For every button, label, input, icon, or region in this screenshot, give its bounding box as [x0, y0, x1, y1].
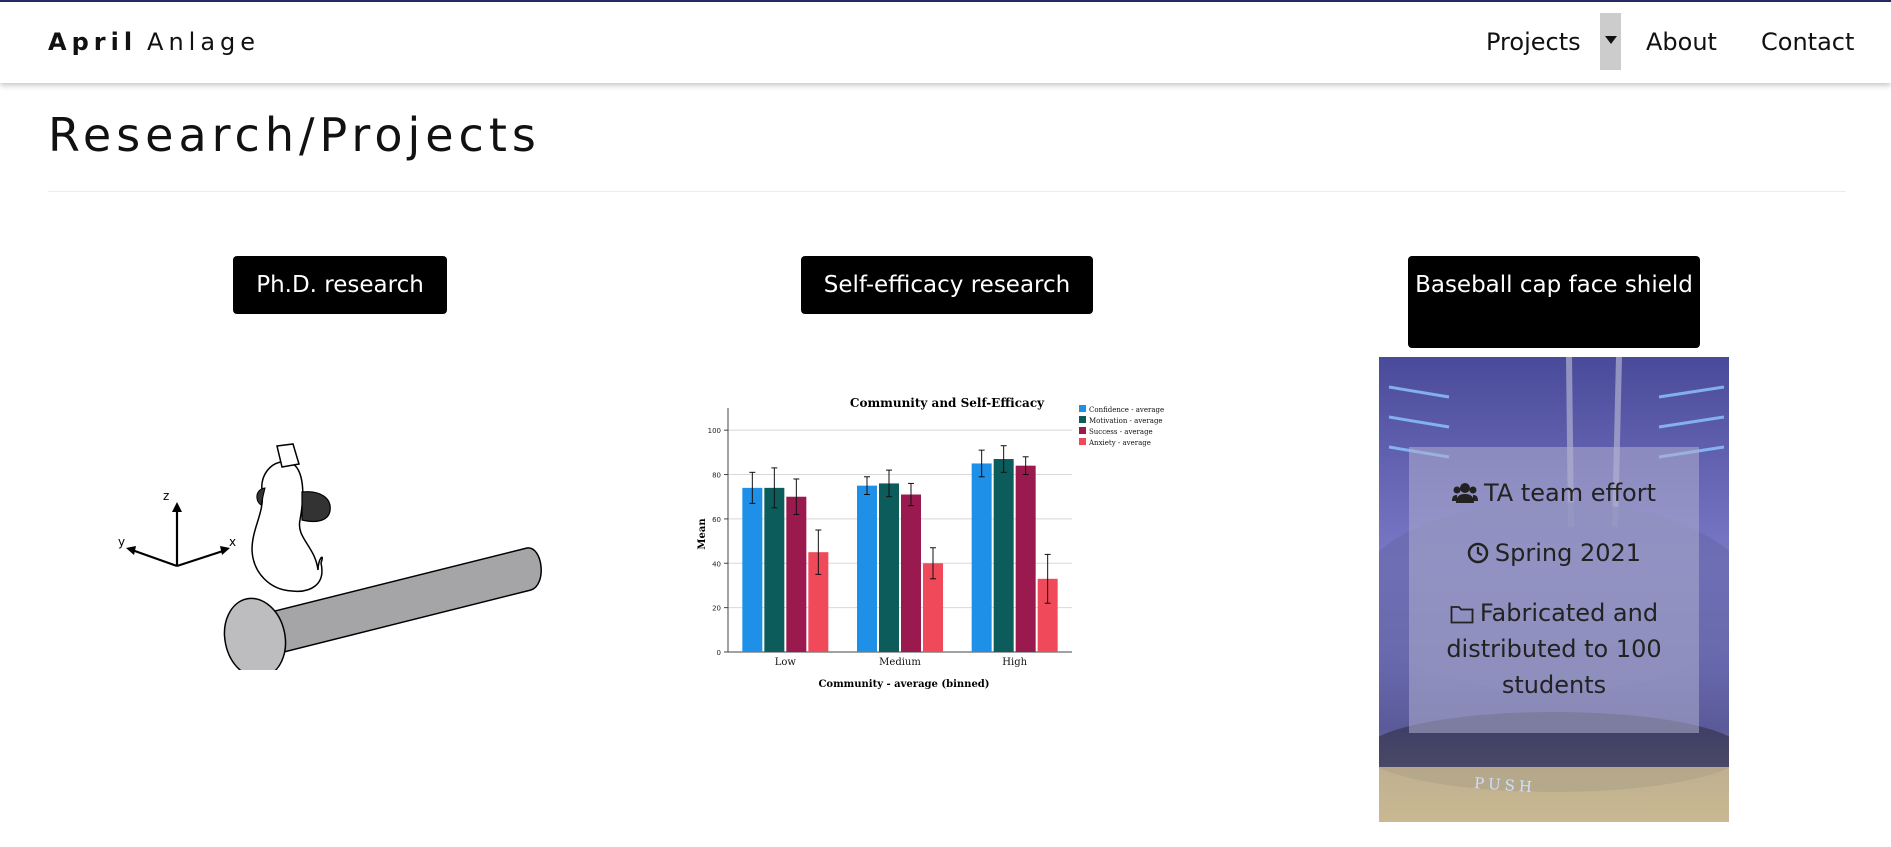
y-tick-label: 100: [708, 427, 721, 435]
cylinder-shape: [223, 547, 542, 670]
chart-bar: [993, 459, 1014, 652]
baseball-cap-face-shield-button[interactable]: Baseball cap face shield: [1408, 256, 1700, 348]
projects-dropdown-toggle[interactable]: [1600, 13, 1621, 70]
phd-research-illustration[interactable]: z y x: [110, 370, 550, 670]
coordinate-axes: [131, 510, 227, 568]
brand-logo[interactable]: April Anlage: [48, 28, 260, 56]
date-text: Spring 2021: [1494, 539, 1642, 567]
chart-bar: [808, 552, 829, 652]
chart-bar: [923, 563, 943, 652]
chart-bar: [1037, 578, 1058, 652]
chart-title: Community and Self-Efficacy: [850, 396, 1045, 410]
gripper-shape: [251, 443, 331, 593]
face-shield-info-overlay: [1409, 447, 1699, 733]
date-info: Spring 2021: [1379, 535, 1729, 571]
chart-xlabel: Community - average (binned): [818, 679, 989, 690]
legend-label: Anxiety - average: [1088, 439, 1151, 447]
nav-about-link[interactable]: About: [1646, 28, 1717, 56]
caret-down-icon: [1605, 36, 1617, 44]
chart-bar: [901, 494, 921, 652]
axis-label-y: y: [118, 535, 125, 549]
self-efficacy-chart[interactable]: Community and Self-Efficacy Community - …: [690, 390, 1170, 700]
folder-icon: [1450, 606, 1474, 624]
chart-bar: [971, 463, 992, 652]
y-tick-label: 20: [712, 605, 721, 613]
chart-bar: [764, 487, 785, 652]
y-tick-label: 0: [717, 649, 721, 657]
clock-icon: [1467, 542, 1489, 564]
chart-ylabel: Mean: [697, 518, 708, 550]
legend-label: Motivation - average: [1089, 417, 1163, 425]
legend-swatch: [1079, 405, 1086, 412]
chart-bar: [742, 487, 763, 652]
chart-bar: [857, 485, 877, 652]
chart-bar: [786, 496, 807, 652]
legend-label: Success - average: [1089, 428, 1153, 436]
phd-research-button[interactable]: Ph.D. research: [233, 256, 447, 314]
brand-first-name: April: [48, 28, 138, 56]
team-text: TA team effort: [1484, 479, 1656, 507]
nav-contact-link[interactable]: Contact: [1761, 28, 1855, 56]
team-info: TA team effort: [1379, 475, 1729, 511]
description-text: Fabricated and distributed to 100 studen…: [1446, 599, 1662, 699]
axis-label-x: x: [229, 535, 236, 549]
y-tick-label: 60: [712, 516, 721, 524]
description-info: Fabricated and distributed to 100 studen…: [1429, 595, 1679, 703]
chart-bar: [879, 483, 899, 652]
legend-label: Confidence - average: [1089, 406, 1164, 414]
legend-swatch: [1079, 427, 1086, 434]
users-icon: [1452, 483, 1478, 503]
y-tick-label: 80: [712, 472, 721, 480]
navbar: April Anlage Projects About Contact: [0, 2, 1891, 83]
page-title: Research/Projects: [48, 108, 541, 162]
title-divider: [48, 191, 1846, 192]
face-shield-photo-card[interactable]: PUSH TA team effort Spring 2021 Fabricat…: [1379, 357, 1729, 822]
top-accent-line: [0, 0, 1891, 2]
y-tick-label: 40: [712, 560, 721, 568]
chart-bar: [1015, 465, 1036, 652]
x-tick-label: Medium: [879, 657, 921, 668]
brand-last-name: Anlage: [147, 28, 261, 56]
x-tick-label: Low: [775, 657, 797, 668]
axis-label-z: z: [163, 489, 169, 503]
self-efficacy-research-button[interactable]: Self-efficacy research: [801, 256, 1093, 314]
legend-swatch: [1079, 438, 1086, 445]
nav-projects-link[interactable]: Projects: [1486, 28, 1581, 56]
x-tick-label: High: [1002, 657, 1027, 668]
legend-swatch: [1079, 416, 1086, 423]
photo-push-text: PUSH: [1474, 774, 1537, 796]
